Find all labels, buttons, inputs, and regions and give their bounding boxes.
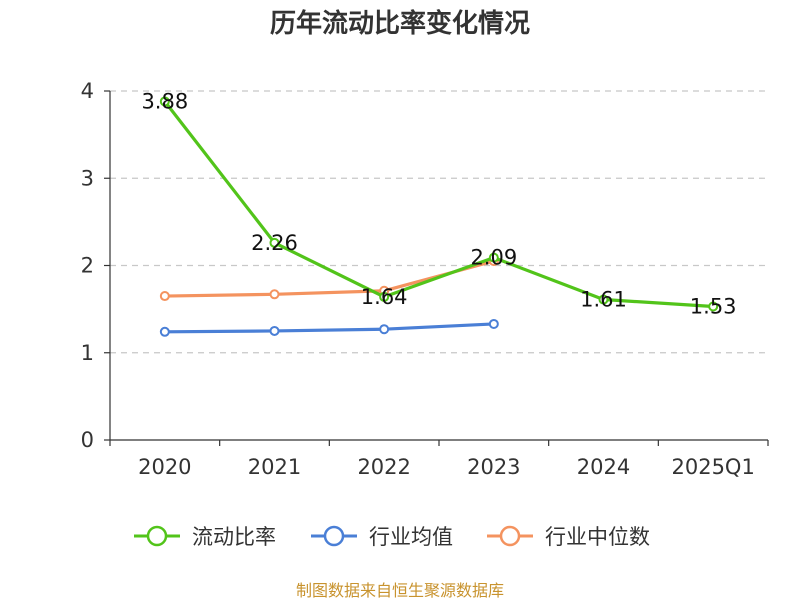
series-2	[159, 256, 499, 302]
y-tick-label: 2	[81, 254, 94, 278]
legend-marker	[323, 525, 345, 547]
source-note: 制图数据来自恒生聚源数据库	[296, 581, 504, 600]
series-0	[159, 96, 719, 312]
y-tick-label: 0	[81, 428, 94, 452]
x-tick-label: 2024	[577, 455, 630, 479]
legend: 流动比率 行业均值 行业中位数	[134, 525, 650, 549]
data-label: 1.53	[690, 295, 737, 319]
series-line	[163, 259, 496, 298]
data-label: 1.64	[361, 285, 408, 309]
legend-marker	[146, 525, 168, 547]
x-tick-label: 2020	[138, 455, 191, 479]
data-point	[159, 326, 170, 337]
legend-item: 流动比率	[134, 525, 276, 549]
grid-lines	[110, 90, 768, 354]
data-labels: 3.88 2.26 1.64 2.09 1.61 1.53	[141, 89, 736, 318]
x-tick-label: 2022	[357, 455, 410, 479]
data-point	[159, 291, 170, 302]
y-tick-label: 1	[81, 341, 94, 365]
legend-label: 行业均值	[369, 525, 453, 549]
legend-label: 行业中位数	[545, 525, 650, 549]
y-tick-label: 4	[81, 79, 94, 103]
series-line	[163, 99, 715, 309]
data-label: 2.09	[470, 246, 517, 270]
legend-item: 行业均值	[311, 525, 453, 549]
legend-marker	[499, 525, 521, 547]
x-tick-label: 2023	[467, 455, 520, 479]
data-point	[708, 301, 719, 312]
chart-title: 历年流动比率变化情况	[270, 8, 530, 39]
data-point	[269, 289, 280, 300]
data-point	[598, 294, 609, 305]
x-tick-label: 2025Q1	[671, 455, 754, 479]
series-group	[159, 96, 719, 337]
y-tick-label: 3	[81, 166, 94, 190]
data-point	[269, 237, 280, 248]
data-point	[379, 324, 390, 335]
axes: 0 1 2 3 4 2020 2021 2022 2023 2024 2025Q1	[81, 79, 769, 479]
legend-label: 流动比率	[192, 525, 276, 549]
data-label: 2.26	[251, 231, 298, 255]
data-label: 1.61	[580, 288, 627, 312]
x-tick-label: 2021	[248, 455, 301, 479]
data-point	[269, 325, 280, 336]
data-point	[159, 96, 170, 107]
series-line	[163, 322, 496, 334]
legend-item: 行业中位数	[487, 525, 650, 549]
series-1	[159, 318, 499, 337]
data-point	[379, 291, 390, 302]
data-label: 3.88	[141, 89, 188, 113]
data-point	[488, 252, 499, 263]
data-point	[488, 318, 499, 329]
